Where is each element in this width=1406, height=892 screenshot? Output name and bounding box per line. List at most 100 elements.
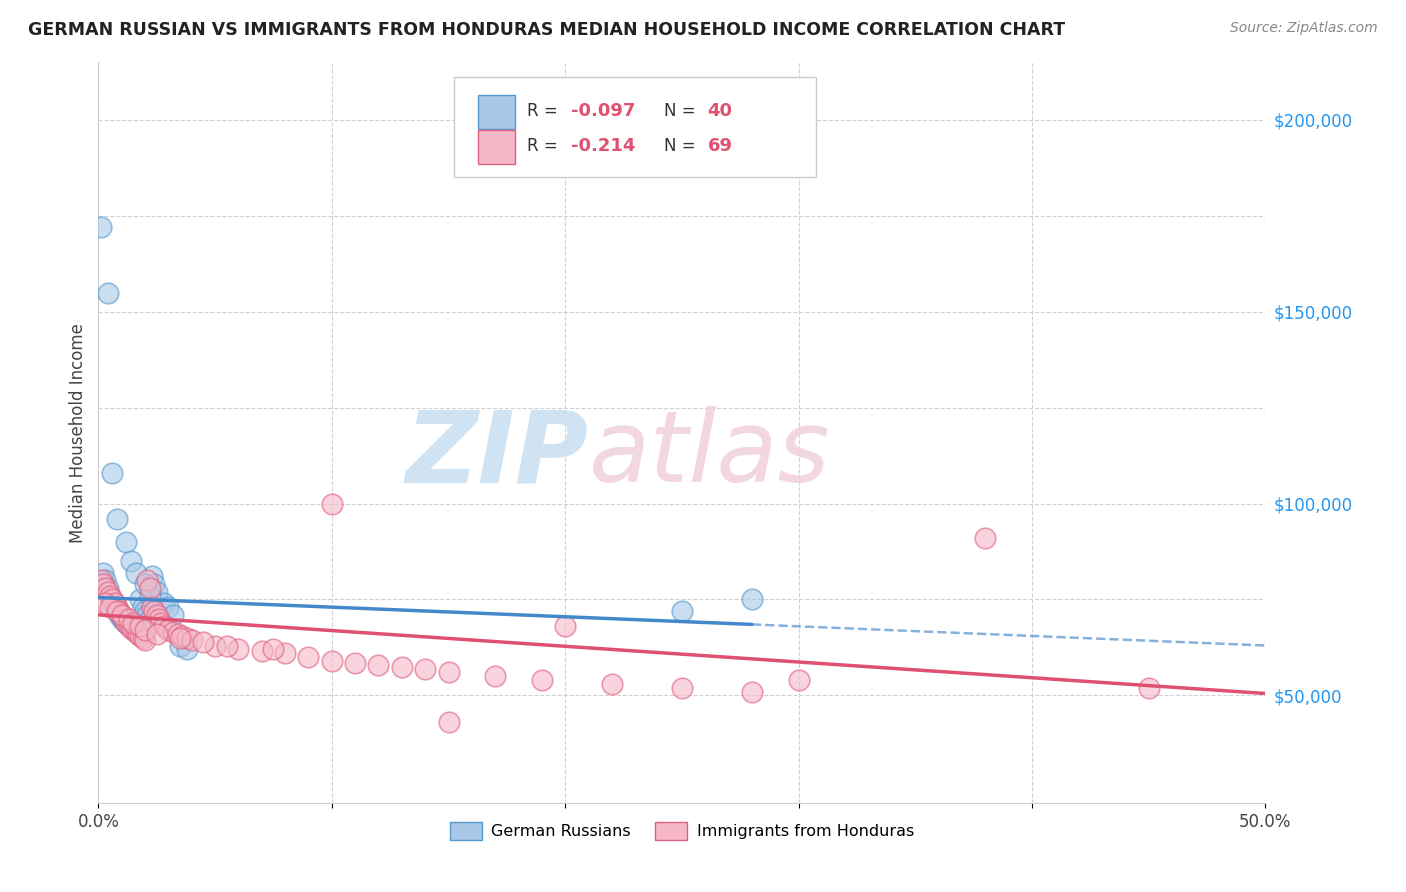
Point (136, 574, 159, 588)
Point (120, 554, 142, 568)
Point (108, 604, 131, 618)
Point (122, 621, 145, 635)
Point (321, 654, 343, 668)
Y-axis label: Median Household Income: Median Household Income (69, 323, 87, 542)
Point (157, 600, 180, 615)
Text: Source: ZipAtlas.com: Source: ZipAtlas.com (1230, 21, 1378, 35)
FancyBboxPatch shape (478, 95, 515, 129)
Point (101, 596, 124, 610)
Point (741, 592, 763, 607)
Point (1137, 681, 1160, 695)
Text: R =: R = (527, 103, 562, 120)
Text: 69: 69 (707, 137, 733, 155)
Point (129, 619, 152, 633)
Point (228, 642, 250, 657)
Point (105, 604, 128, 618)
Point (141, 600, 163, 615)
Point (139, 589, 162, 603)
Point (152, 619, 174, 633)
Point (105, 600, 128, 615)
Text: ZIP: ZIP (405, 407, 589, 503)
Point (176, 642, 198, 657)
Point (141, 569, 163, 583)
Point (97, 584, 120, 599)
Point (671, 604, 693, 618)
Point (139, 581, 162, 595)
Point (97, 285, 120, 300)
Point (90, 220, 112, 235)
Point (437, 715, 460, 730)
Point (193, 634, 215, 648)
Text: -0.214: -0.214 (571, 137, 636, 155)
Point (180, 632, 202, 647)
Point (530, 673, 553, 687)
Point (391, 659, 413, 673)
Point (125, 566, 148, 580)
Point (120, 619, 142, 633)
Point (104, 596, 127, 610)
Point (367, 657, 389, 672)
Point (152, 596, 174, 610)
Point (112, 614, 135, 628)
Point (136, 607, 159, 622)
Point (146, 584, 169, 599)
Point (148, 612, 170, 626)
Point (146, 607, 169, 622)
Point (134, 623, 156, 637)
Point (129, 629, 152, 643)
Point (105, 604, 128, 618)
FancyBboxPatch shape (478, 130, 515, 164)
Point (91, 566, 114, 580)
Point (122, 623, 145, 637)
Point (741, 684, 763, 698)
Point (91, 577, 114, 591)
Point (115, 615, 138, 630)
FancyBboxPatch shape (454, 78, 815, 178)
Point (262, 642, 284, 657)
Point (98, 600, 121, 615)
Point (143, 577, 166, 591)
Point (162, 607, 184, 622)
Point (94, 596, 117, 610)
Point (111, 612, 134, 626)
Point (974, 531, 997, 545)
Point (112, 612, 135, 626)
Point (250, 644, 273, 658)
Point (125, 625, 148, 640)
Point (98, 589, 121, 603)
Point (134, 632, 156, 647)
Point (104, 600, 127, 615)
Point (120, 621, 142, 635)
Point (437, 665, 460, 680)
Point (129, 592, 152, 607)
Point (143, 604, 166, 618)
Point (111, 607, 134, 622)
Point (166, 627, 188, 641)
Legend: German Russians, Immigrants from Honduras: German Russians, Immigrants from Hondura… (443, 815, 921, 847)
Point (554, 619, 576, 633)
Point (204, 639, 226, 653)
Text: atlas: atlas (589, 407, 830, 503)
Point (172, 629, 194, 643)
Point (134, 604, 156, 618)
Point (169, 631, 191, 645)
Point (787, 673, 810, 687)
Point (274, 646, 297, 660)
Point (176, 631, 198, 645)
Point (118, 617, 141, 632)
Point (162, 625, 184, 640)
Point (125, 623, 148, 637)
Point (157, 623, 180, 637)
Point (413, 661, 436, 675)
Point (132, 600, 155, 615)
Point (215, 639, 238, 653)
Text: R =: R = (527, 137, 568, 155)
Point (115, 535, 138, 549)
Point (297, 650, 319, 665)
Point (146, 627, 169, 641)
Point (150, 615, 173, 630)
Point (671, 681, 693, 695)
Point (484, 669, 506, 683)
Point (169, 639, 191, 653)
Point (122, 615, 145, 630)
